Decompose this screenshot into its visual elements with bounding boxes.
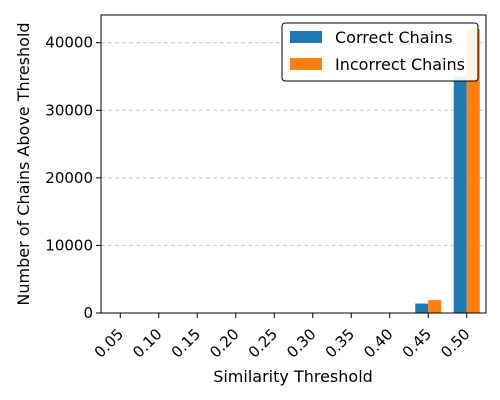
- y-tick-label: 0: [83, 304, 93, 322]
- x-tick-label: 0.40: [360, 325, 396, 361]
- legend-label-correct-chains: Correct Chains: [335, 28, 453, 47]
- x-tick-label: 0.20: [206, 325, 242, 361]
- x-tick-label: 0.35: [322, 325, 358, 361]
- x-tick-label: 0.15: [168, 325, 204, 361]
- y-tick-label: 10000: [45, 236, 93, 254]
- x-tick-label: 0.45: [399, 325, 435, 361]
- x-tick-label: 0.30: [283, 325, 319, 361]
- legend-swatch-incorrect-chains: [290, 58, 322, 70]
- bar-incorrect-chains-0.45: [428, 300, 441, 313]
- bar-correct-chains-0.50: [454, 76, 467, 313]
- x-axis-label: Similarity Threshold: [213, 367, 373, 386]
- y-tick-label: 40000: [45, 34, 93, 52]
- x-axis: 0.05 0.10 0.15 0.20 0.25 0.30 0.35 0.40 0.45 0.50: [91, 313, 474, 361]
- legend-swatch-correct-chains: [290, 31, 322, 43]
- y-tick-label: 30000: [45, 101, 93, 119]
- y-tick-label: 20000: [45, 169, 93, 187]
- legend-label-incorrect-chains: Incorrect Chains: [335, 55, 465, 74]
- y-axis-label: Number of Chains Above Threshold: [14, 22, 33, 305]
- x-tick-label: 0.10: [129, 325, 165, 361]
- legend: Correct Chains Incorrect Chains: [282, 23, 478, 81]
- y-axis: 0 10000 20000 30000 40000: [45, 34, 101, 322]
- bar-correct-chains-0.45: [415, 304, 428, 313]
- x-tick-label: 0.25: [245, 325, 281, 361]
- x-tick-label: 0.50: [437, 325, 473, 361]
- x-tick-label: 0.05: [91, 325, 127, 361]
